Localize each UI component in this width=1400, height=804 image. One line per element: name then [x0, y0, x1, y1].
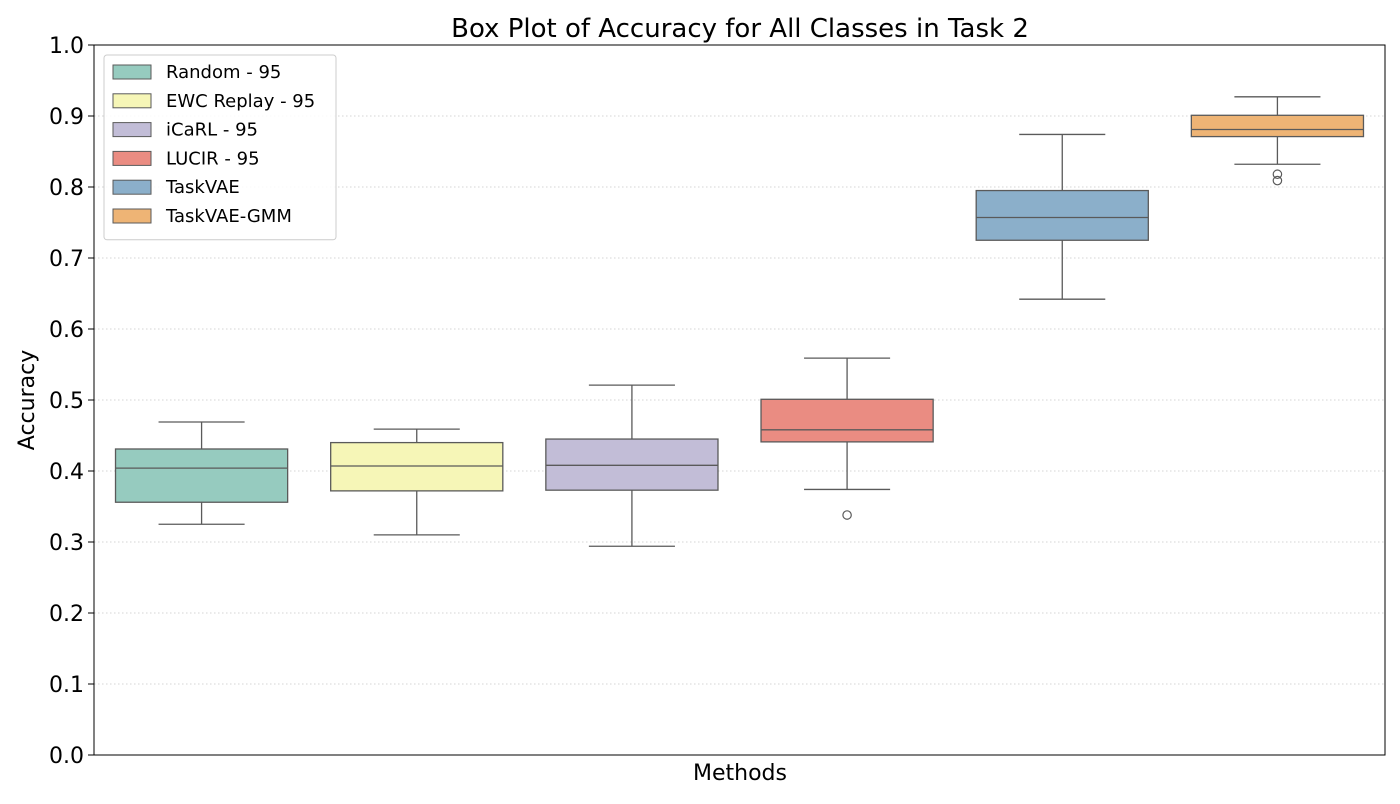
y-axis-label: Accuracy — [15, 350, 40, 450]
y-tick-label: 0.7 — [49, 247, 84, 272]
legend-label: iCaRL - 95 — [166, 120, 258, 141]
outlier-point — [1272, 169, 1283, 180]
iqr-box — [760, 398, 934, 443]
legend: Random - 95 EWC Replay - 95 iCaRL - 95 LUCI… — [103, 54, 337, 241]
iqr-box — [1190, 114, 1365, 138]
legend-label: EWC Replay - 95 — [166, 91, 315, 112]
legend-item: EWC Replay - 95 — [112, 91, 315, 112]
y-tick-label: 0.4 — [49, 460, 84, 485]
x-axis-label: Methods — [693, 761, 787, 786]
box-6 — [1190, 96, 1365, 186]
outlier-point — [1272, 175, 1283, 186]
boxes — [114, 96, 1365, 547]
legend-frame — [103, 54, 337, 241]
legend-swatch — [112, 122, 152, 138]
legend-label: Random - 95 — [166, 62, 281, 83]
box-5 — [975, 133, 1149, 300]
box-2 — [330, 428, 504, 536]
iqr-box — [330, 441, 504, 492]
box-3 — [545, 384, 719, 547]
y-tick-label: 1.0 — [49, 34, 84, 59]
legend-item: TaskVAE — [112, 177, 240, 198]
axes: 0.0 0.1 0.2 0.3 0.4 0.5 0.6 0.7 0.8 0.9 1.0 — [49, 34, 1386, 769]
box-1 — [114, 421, 289, 525]
legend-label: TaskVAE — [165, 177, 240, 198]
legend-item: TaskVAE-GMM — [112, 206, 292, 227]
legend-label: TaskVAE-GMM — [165, 206, 292, 227]
y-tick-label: 0.1 — [49, 673, 84, 698]
legend-swatch — [112, 179, 152, 195]
legend-item: iCaRL - 95 — [112, 120, 258, 141]
legend-label: LUCIR - 95 — [166, 148, 260, 169]
iqr-box — [114, 448, 289, 503]
y-tick-label: 0.5 — [49, 389, 84, 414]
iqr-box — [545, 438, 719, 491]
y-tick-label: 0.2 — [49, 602, 84, 627]
chart-title: Box Plot of Accuracy for All Classes in … — [451, 14, 1029, 44]
y-tick-label: 0.9 — [49, 105, 84, 130]
iqr-box — [975, 189, 1149, 241]
y-tick-label: 0.6 — [49, 318, 84, 343]
gridlines — [94, 115, 1385, 685]
legend-swatch — [112, 64, 152, 80]
legend-swatch — [112, 208, 152, 224]
box-4 — [760, 357, 934, 520]
y-tick-label: 0.3 — [49, 531, 84, 556]
y-tick-label: 0.0 — [49, 744, 84, 769]
legend-item: LUCIR - 95 — [112, 148, 260, 169]
legend-item: Random - 95 — [112, 62, 281, 83]
plot-frame — [93, 44, 1386, 756]
outlier-point — [842, 510, 852, 520]
legend-swatch — [112, 93, 152, 109]
y-tick-label: 0.8 — [49, 176, 84, 201]
legend-swatch — [112, 150, 152, 166]
